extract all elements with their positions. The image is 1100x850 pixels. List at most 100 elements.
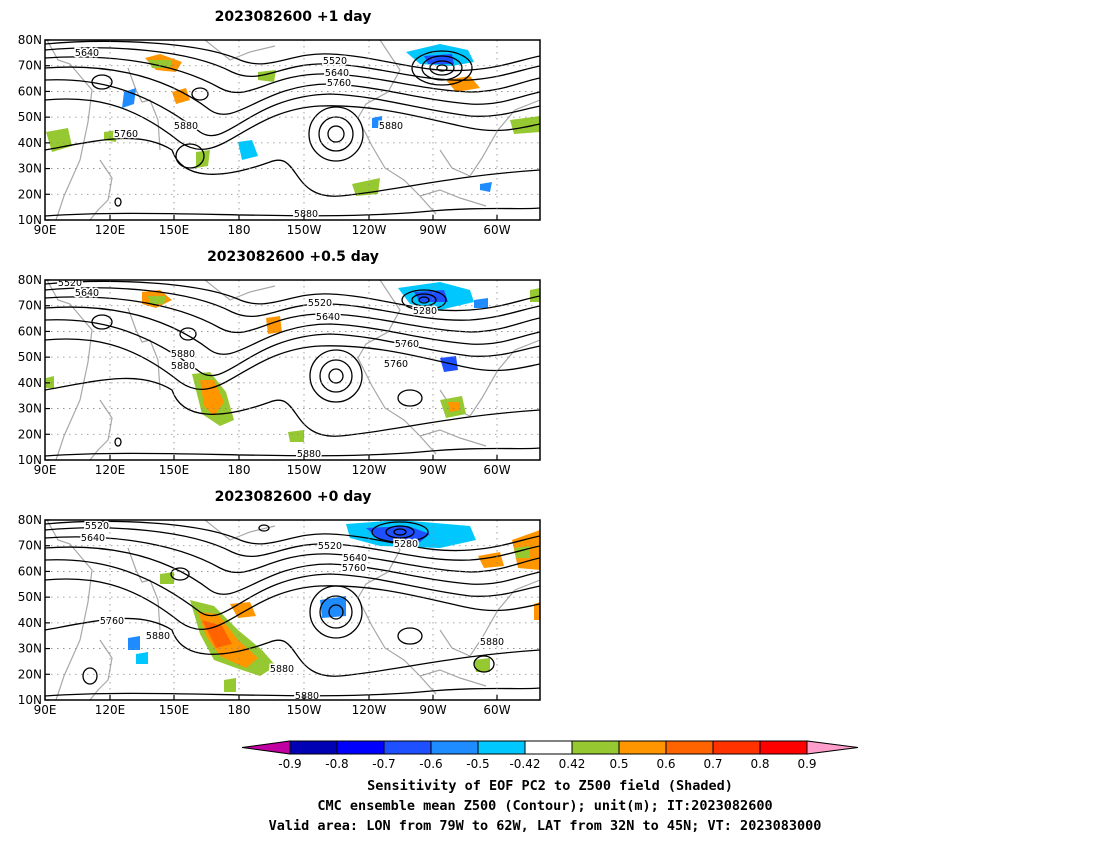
panel-title: 2023082600 +0.5 day — [207, 249, 379, 265]
grid-lines — [45, 280, 540, 460]
lon-tick-label: 120W — [352, 223, 387, 237]
lon-tick-label: 120E — [95, 703, 126, 717]
contour-label: 5640 — [343, 553, 367, 564]
lon-tick-label: 90E — [34, 463, 57, 477]
contour-label: 5760 — [395, 339, 419, 350]
z500-contours — [45, 280, 540, 457]
lon-tick-label: 150E — [159, 463, 190, 477]
colorbar-tick-label: 0.42 — [559, 757, 586, 771]
colorbar-tick-label: 0.6 — [656, 757, 675, 771]
colorbar-tick-labels: -0.9 -0.8 -0.7 -0.6 -0.5 -0.42 0.42 0.5 0.6 0.7 0.… — [278, 757, 816, 771]
lat-tick-label: 80N — [18, 513, 42, 527]
lon-tick-label: 120E — [95, 463, 126, 477]
lat-tick-label: 40N — [18, 376, 42, 390]
map-frame — [44, 519, 541, 701]
contour-label: 5880 — [174, 121, 198, 132]
lat-axis: 80N 70N 60N 50N 40N 30N 20N 10N — [18, 33, 50, 227]
coastlines — [46, 520, 540, 700]
lon-tick-label: 150E — [159, 223, 190, 237]
caption-line-1: Sensitivity of EOF PC2 to Z500 field (Sh… — [367, 778, 733, 794]
lon-tick-label: 120W — [352, 703, 387, 717]
contour-label: 5640 — [325, 68, 349, 79]
colorbar-tick-label: -0.5 — [466, 757, 489, 771]
shading — [46, 282, 540, 442]
lon-tick-label: 180 — [228, 223, 251, 237]
lon-tick-label: 180 — [228, 703, 251, 717]
lat-tick-label: 30N — [18, 162, 42, 176]
lat-tick-label: 30N — [18, 402, 42, 416]
map-panel-plus0day: 2023082600 +0 day — [18, 489, 541, 717]
colorbar-box — [430, 740, 479, 755]
lon-tick-label: 60W — [483, 703, 510, 717]
map-frame — [44, 279, 541, 461]
contour-label: 5880 — [171, 349, 195, 360]
panel-title: 2023082600 +0 day — [215, 489, 372, 505]
colorbar-tick-label: 0.9 — [797, 757, 816, 771]
contour-label: 5640 — [316, 312, 340, 323]
lat-tick-label: 80N — [18, 33, 42, 47]
lat-tick-label: 60N — [18, 564, 42, 578]
colorbar-triangle-low — [241, 740, 291, 755]
z500-contours — [45, 520, 540, 697]
lon-tick-label: 150W — [287, 223, 322, 237]
lon-tick-label: 60W — [483, 223, 510, 237]
panel-title: 2023082600 +1 day — [215, 9, 372, 25]
contour-label: 5880 — [297, 449, 321, 460]
grid-lines — [45, 40, 540, 220]
contour-label: 5760 — [100, 616, 124, 627]
contour-label: 5280 — [413, 306, 437, 317]
contour-label: 5640 — [75, 288, 99, 299]
caption-line-2: CMC ensemble mean Z500 (Contour); unit(m… — [317, 798, 772, 814]
map-panel-plus1day: 2023082600 +1 day — [18, 9, 541, 237]
colorbar-tick-label: 0.7 — [703, 757, 722, 771]
lat-tick-label: 70N — [18, 539, 42, 553]
contour-label: 5640 — [75, 48, 99, 59]
contour-label: 5880 — [294, 209, 318, 220]
contour-label: 5880 — [379, 121, 403, 132]
lat-axis: 80N 70N 60N 50N 40N 30N 20N 10N — [18, 273, 50, 467]
colorbar-boxes — [241, 740, 859, 755]
colorbar-box — [524, 740, 573, 755]
lon-tick-label: 180 — [228, 463, 251, 477]
lat-tick-label: 20N — [18, 667, 42, 681]
lon-tick-label: 90W — [419, 223, 446, 237]
colorbar-triangle-high — [806, 740, 859, 755]
lat-tick-label: 70N — [18, 59, 42, 73]
contour-label: 5520 — [308, 298, 332, 309]
colorbar-tick-label: -0.6 — [419, 757, 442, 771]
colorbar-tick-label: 0.8 — [750, 757, 769, 771]
colorbar-box — [571, 740, 620, 755]
colorbar-box — [759, 740, 808, 755]
lat-tick-label: 80N — [18, 273, 42, 287]
lon-tick-label: 90W — [419, 463, 446, 477]
contour-label: 5760 — [114, 129, 138, 140]
lon-axis: 90E 120E 150E 180 150W 120W 90W 60W — [34, 215, 511, 237]
lat-tick-label: 10N — [18, 453, 42, 467]
lon-tick-label: 150W — [287, 703, 322, 717]
contour-label: 5880 — [270, 664, 294, 675]
lat-tick-label: 20N — [18, 187, 42, 201]
contour-label: 5880 — [480, 637, 504, 648]
contour-label: 5520 — [323, 56, 347, 67]
contour-label: 5280 — [394, 539, 418, 550]
contour-label: 5880 — [146, 631, 170, 642]
contour-label: 5520 — [85, 521, 109, 532]
coastlines — [46, 40, 540, 220]
lat-tick-label: 70N — [18, 299, 42, 313]
lon-tick-label: 90E — [34, 703, 57, 717]
z500-contours — [45, 40, 540, 217]
colorbar-tick-label: -0.42 — [509, 757, 540, 771]
lon-tick-label: 90W — [419, 703, 446, 717]
lat-axis: 80N 70N 60N 50N 40N 30N 20N 10N — [18, 513, 50, 707]
contour-label: 5520 — [318, 541, 342, 552]
lat-tick-label: 60N — [18, 84, 42, 98]
colorbar: -0.9 -0.8 -0.7 -0.6 -0.5 -0.42 0.42 0.5 0.6 0.7 0.… — [241, 740, 859, 771]
lon-tick-label: 120W — [352, 463, 387, 477]
colorbar-box — [289, 740, 338, 755]
colorbar-tick-label: 0.5 — [609, 757, 628, 771]
colorbar-tick-label: -0.9 — [278, 757, 301, 771]
colorbar-tick-label: -0.8 — [325, 757, 348, 771]
